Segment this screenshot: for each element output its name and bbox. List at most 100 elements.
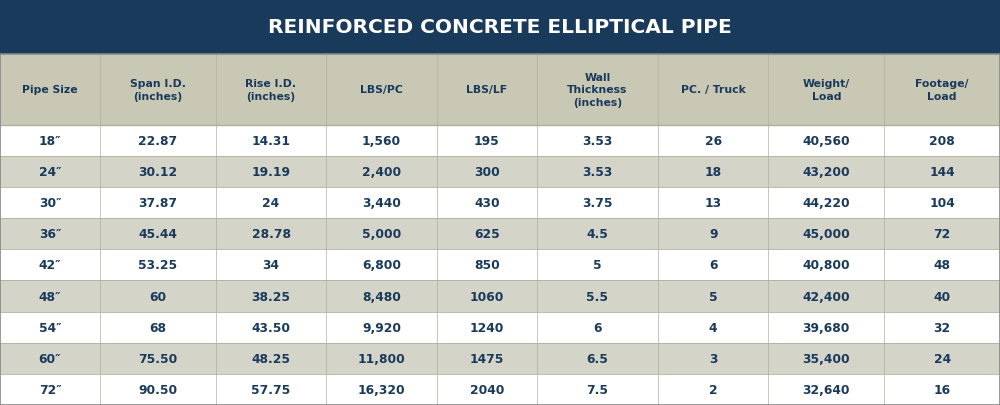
Text: 48.25: 48.25 [252,352,291,365]
Text: 24: 24 [934,352,951,365]
Bar [0,157,1000,188]
Text: 19.19: 19.19 [252,166,291,179]
Text: 9: 9 [709,228,717,241]
Text: 5: 5 [709,290,717,303]
Text: 36″: 36″ [39,228,61,241]
Text: 7.5: 7.5 [586,383,608,396]
Text: Span I.D.
(inches): Span I.D. (inches) [130,79,186,101]
Bar [0,219,1000,250]
Text: 18: 18 [705,166,722,179]
Text: Weight/
Load: Weight/ Load [803,79,850,101]
Text: 144: 144 [929,166,955,179]
Text: 40: 40 [934,290,951,303]
Text: 2040: 2040 [470,383,504,396]
Text: 4.5: 4.5 [586,228,608,241]
Text: 60″: 60″ [39,352,61,365]
Text: 90.50: 90.50 [138,383,177,396]
Text: 3.53: 3.53 [582,166,613,179]
Text: 43.50: 43.50 [252,321,291,334]
Bar [0,250,1000,281]
Text: 13: 13 [705,197,722,210]
Text: 45,000: 45,000 [802,228,850,241]
Text: 53.25: 53.25 [138,259,177,272]
Bar [0,281,1000,312]
Bar [0,55,1000,126]
Bar [0,0,1000,55]
Text: 32: 32 [934,321,951,334]
Text: 43,200: 43,200 [803,166,850,179]
Text: 32,640: 32,640 [803,383,850,396]
Text: 1060: 1060 [470,290,504,303]
Text: 3.75: 3.75 [582,197,613,210]
Text: 30″: 30″ [39,197,61,210]
Text: 48″: 48″ [39,290,61,303]
Text: 72: 72 [933,228,951,241]
Bar [0,188,1000,219]
Text: 300: 300 [474,166,500,179]
Text: Footage/
Load: Footage/ Load [915,79,969,101]
Bar [0,126,1000,157]
Text: 2,400: 2,400 [362,166,401,179]
Text: 430: 430 [474,197,500,210]
Text: LBS/LF: LBS/LF [466,85,507,95]
Text: 14.31: 14.31 [252,134,291,147]
Text: Rise I.D.
(inches): Rise I.D. (inches) [245,79,297,101]
Text: 40,800: 40,800 [803,259,850,272]
Text: 1,560: 1,560 [362,134,401,147]
Text: 16: 16 [934,383,951,396]
Text: 3.53: 3.53 [582,134,613,147]
Text: 54″: 54″ [39,321,61,334]
Text: 34: 34 [263,259,280,272]
Text: Wall
Thickness
(inches): Wall Thickness (inches) [567,73,628,107]
Text: 16,320: 16,320 [358,383,405,396]
Text: 3,440: 3,440 [362,197,401,210]
Text: 195: 195 [474,134,500,147]
Text: 48: 48 [934,259,951,272]
Text: 24″: 24″ [39,166,61,179]
Text: 37.87: 37.87 [138,197,177,210]
Text: 1475: 1475 [470,352,504,365]
Text: 42″: 42″ [39,259,61,272]
Text: LBS/PC: LBS/PC [360,85,403,95]
Text: 1240: 1240 [470,321,504,334]
Text: 44,220: 44,220 [803,197,850,210]
Bar [0,312,1000,343]
Text: REINFORCED CONCRETE ELLIPTICAL PIPE: REINFORCED CONCRETE ELLIPTICAL PIPE [268,18,732,37]
Text: 5: 5 [593,259,602,272]
Text: 60: 60 [149,290,166,303]
Text: 208: 208 [929,134,955,147]
Text: 35,400: 35,400 [803,352,850,365]
Text: 30.12: 30.12 [138,166,177,179]
Text: 4: 4 [709,321,717,334]
Text: 39,680: 39,680 [803,321,850,334]
Text: 11,800: 11,800 [358,352,405,365]
Bar [0,343,1000,374]
Bar [0,374,1000,405]
Bar [0,55,1000,405]
Text: 22.87: 22.87 [138,134,177,147]
Text: 9,920: 9,920 [362,321,401,334]
Text: 104: 104 [929,197,955,210]
Text: 24: 24 [262,197,280,210]
Text: 6: 6 [709,259,717,272]
Text: 5,000: 5,000 [362,228,401,241]
Text: 6,800: 6,800 [362,259,401,272]
Text: 2: 2 [709,383,717,396]
Text: 26: 26 [705,134,722,147]
Text: 8,480: 8,480 [362,290,401,303]
Text: 68: 68 [149,321,166,334]
Text: 28.78: 28.78 [252,228,291,241]
Text: 18″: 18″ [39,134,61,147]
Text: PC. / Truck: PC. / Truck [681,85,746,95]
Text: 38.25: 38.25 [252,290,291,303]
Text: 5.5: 5.5 [586,290,608,303]
Text: 57.75: 57.75 [251,383,291,396]
Text: 3: 3 [709,352,717,365]
Text: 42,400: 42,400 [803,290,850,303]
Text: 6.5: 6.5 [586,352,608,365]
Text: 45.44: 45.44 [138,228,177,241]
Text: 625: 625 [474,228,500,241]
Text: 6: 6 [593,321,602,334]
Text: 75.50: 75.50 [138,352,178,365]
Text: 40,560: 40,560 [803,134,850,147]
